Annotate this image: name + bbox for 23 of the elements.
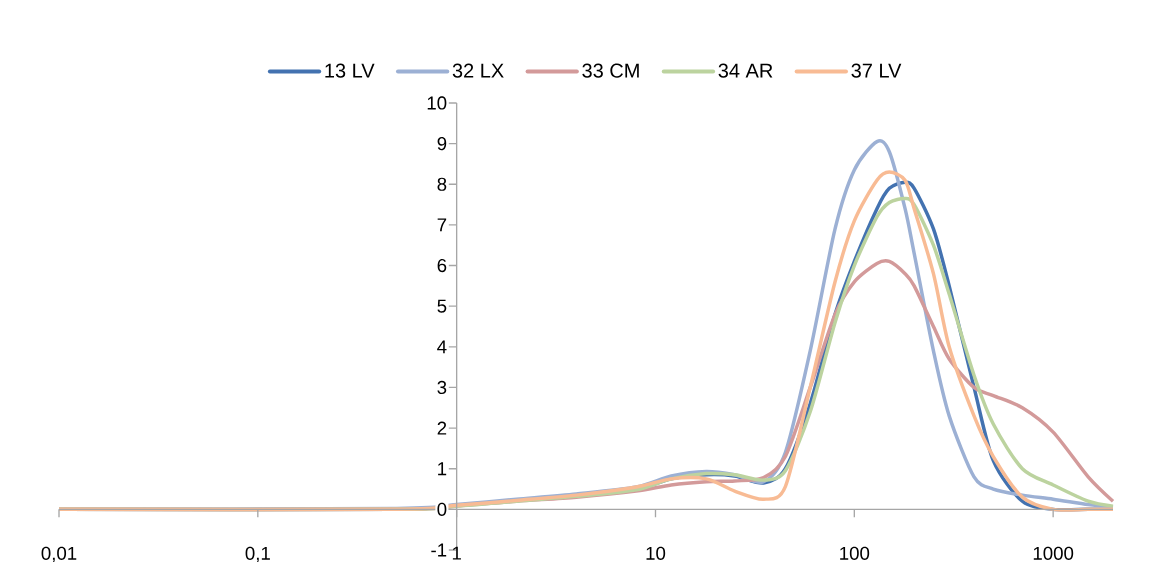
x-tick-label: 0,1 xyxy=(245,546,270,563)
y-tick-label: 3 xyxy=(437,380,447,395)
x-tick-label: 100 xyxy=(840,546,870,560)
legend-label: 33 CM xyxy=(582,63,639,78)
y-tick-label: 9 xyxy=(437,137,447,151)
y-tick-label: -1 xyxy=(431,543,447,557)
y-tick-label: 0 xyxy=(437,502,447,516)
y-tick-label: 6 xyxy=(437,258,447,273)
x-tick-label: 0,01 xyxy=(41,546,77,563)
y-tick-label: 8 xyxy=(437,177,447,191)
y-tick-label: 10 xyxy=(427,96,447,110)
y-tick-label: 5 xyxy=(437,299,447,313)
y-tick-label: 7 xyxy=(437,218,447,232)
x-tick-label: 1000 xyxy=(1033,546,1074,560)
legend-label: 32 LX xyxy=(452,63,504,78)
x-tick-label: 1 xyxy=(452,546,461,560)
y-tick-label: 4 xyxy=(437,340,447,354)
x-tick-label: 10 xyxy=(646,546,666,560)
legend-label: 37 LV xyxy=(851,63,902,78)
legend-label: 34 AR xyxy=(718,63,773,78)
y-tick-label: 2 xyxy=(437,421,447,435)
legend-label: 13 LV xyxy=(325,63,375,78)
y-tick-label: 1 xyxy=(438,462,447,476)
